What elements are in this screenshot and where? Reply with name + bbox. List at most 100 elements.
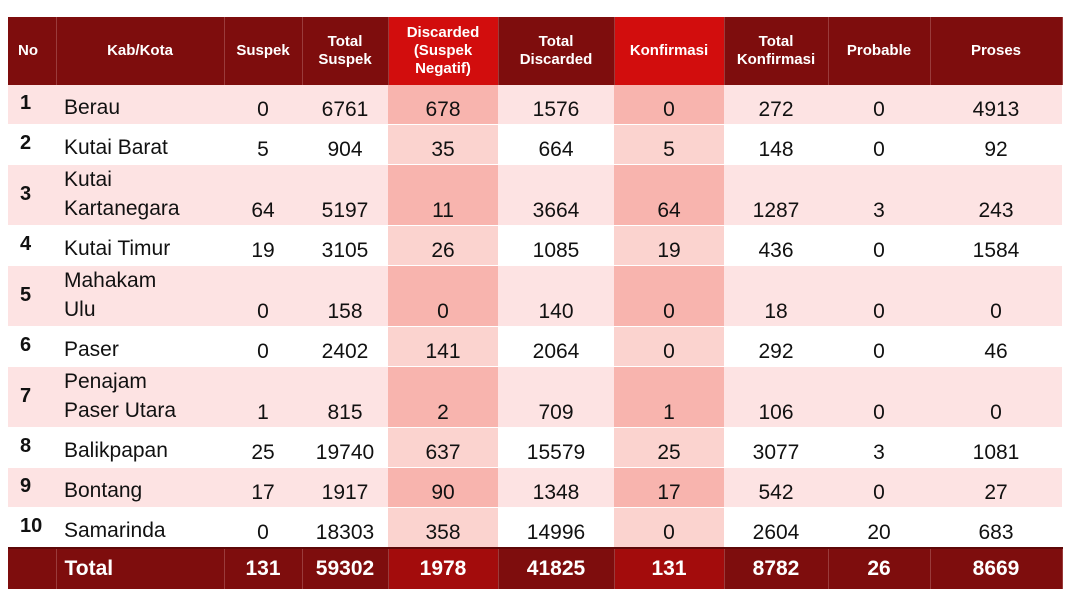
covid-data-table: No Kab/Kota Suspek Total Suspek Discarded (Sus…: [8, 17, 1063, 589]
row-name: Mahakam Ulu: [56, 265, 224, 327]
row-name: Berau: [56, 85, 224, 125]
cell-suspek: 17: [224, 467, 302, 508]
cell-total-discarded: 1576: [498, 85, 614, 125]
table-row: 1 Berau 0 6761 678 1576 0 272 0 4913: [8, 85, 1062, 125]
cell-konfirmasi: 25: [614, 427, 724, 468]
cell-total-suspek: 815: [302, 366, 388, 428]
cell-total-discarded: 15579: [498, 427, 614, 468]
header-proses: Proses: [930, 17, 1063, 85]
cell-konfirmasi: 0: [614, 85, 724, 125]
row-name-line: Kartanegara: [64, 197, 180, 220]
cell-total-suspek: 1917: [302, 467, 388, 508]
header-line: Konfirmasi: [736, 51, 816, 68]
row-name: Balikpapan: [56, 427, 224, 468]
cell-probable: 3: [828, 427, 930, 468]
table-row: 6 Paser 0 2402 141 2064 0 292 0 46: [8, 326, 1062, 367]
row-name-line: Kutai: [64, 168, 112, 191]
cell-total-konfirmasi: 3077: [724, 427, 828, 468]
row-number: 3: [8, 164, 56, 226]
total-discarded: 1978: [388, 547, 499, 589]
table-body: 1 Berau 0 6761 678 1576 0 272 0 4913 2 Kutai Barat 5…: [8, 85, 1062, 549]
cell-total-konfirmasi: 1287: [724, 164, 828, 226]
header-line: Suspek: [236, 42, 290, 59]
row-name-line: Kutai Barat: [64, 136, 168, 159]
row-name-line: Kutai Timur: [64, 237, 171, 260]
total-spacer: [8, 547, 57, 589]
cell-discarded: 141: [388, 326, 498, 367]
cell-total-suspek: 6761: [302, 85, 388, 125]
row-name-line: Ulu: [64, 298, 96, 321]
cell-total-discarded: 140: [498, 265, 614, 327]
cell-total-konfirmasi: 436: [724, 225, 828, 266]
cell-proses: 1584: [930, 225, 1062, 266]
cell-proses: 0: [930, 265, 1062, 327]
total-konfirmasi: 131: [614, 547, 725, 589]
header-line: (Suspek: [413, 42, 473, 59]
cell-suspek: 25: [224, 427, 302, 468]
cell-discarded: 35: [388, 124, 498, 165]
row-name: Samarinda: [56, 507, 224, 549]
cell-total-discarded: 3664: [498, 164, 614, 226]
cell-suspek: 0: [224, 507, 302, 549]
cell-total-suspek: 158: [302, 265, 388, 327]
row-name: Penajam Paser Utara: [56, 366, 224, 428]
table-row: 2 Kutai Barat 5 904 35 664 5 148 0 92: [8, 124, 1062, 165]
cell-discarded: 637: [388, 427, 498, 468]
row-name-line: Bontang: [64, 479, 143, 502]
cell-proses: 27: [930, 467, 1062, 508]
header-no: No: [8, 17, 57, 85]
table-footer: Total 131 59302 1978 41825 131 8782 26 8669: [8, 547, 1063, 589]
cell-discarded: 358: [388, 507, 498, 549]
cell-suspek: 19: [224, 225, 302, 266]
table-row: 3 Kutai Kartanegara 64 5197 11 3664 64 1287 3 243: [8, 164, 1062, 226]
cell-total-suspek: 2402: [302, 326, 388, 367]
cell-probable: 0: [828, 225, 930, 266]
cell-proses: 683: [930, 507, 1062, 549]
cell-total-konfirmasi: 18: [724, 265, 828, 327]
cell-discarded: 678: [388, 85, 498, 125]
cell-discarded: 26: [388, 225, 498, 266]
cell-discarded: 90: [388, 467, 498, 508]
cell-total-konfirmasi: 148: [724, 124, 828, 165]
row-number: 1: [8, 85, 56, 125]
row-name-line: Berau: [64, 96, 121, 119]
cell-probable: 0: [828, 366, 930, 428]
header-line: Proses: [970, 42, 1022, 59]
row-name: Bontang: [56, 467, 224, 508]
table-row: 5 Mahakam Ulu 0 158 0 140 0 18 0 0: [8, 265, 1062, 327]
cell-discarded: 2: [388, 366, 498, 428]
cell-total-konfirmasi: 542: [724, 467, 828, 508]
total-total-suspek: 59302: [302, 547, 389, 589]
cell-suspek: 0: [224, 85, 302, 125]
cell-proses: 92: [930, 124, 1062, 165]
row-name-line: Paser: [64, 338, 119, 361]
header-line: Total: [758, 33, 794, 50]
cell-probable: 3: [828, 164, 930, 226]
cell-proses: 1081: [930, 427, 1062, 468]
row-name-line: Mahakam: [64, 269, 157, 292]
cell-konfirmasi: 19: [614, 225, 724, 266]
header-line: Total: [327, 33, 363, 50]
row-name-line: Paser Utara: [64, 399, 177, 422]
cell-proses: 0: [930, 366, 1062, 428]
header-line: Discarded: [519, 51, 593, 68]
header-kab-kota: Kab/Kota: [56, 17, 225, 85]
row-name: Kutai Barat: [56, 124, 224, 165]
row-name-line: Balikpapan: [64, 439, 168, 462]
cell-total-discarded: 1085: [498, 225, 614, 266]
cell-total-suspek: 19740: [302, 427, 388, 468]
cell-probable: 0: [828, 124, 930, 165]
header-probable: Probable: [828, 17, 931, 85]
cell-suspek: 0: [224, 326, 302, 367]
cell-konfirmasi: 0: [614, 507, 724, 549]
cell-proses: 243: [930, 164, 1062, 226]
table-row: 9 Bontang 17 1917 90 1348 17 542 0 27: [8, 467, 1062, 508]
header-line: Probable: [846, 42, 912, 59]
cell-suspek: 0: [224, 265, 302, 327]
header-line: Negatif): [415, 60, 471, 77]
row-name-line: Samarinda: [64, 519, 166, 542]
header-line: Kab/Kota: [107, 42, 173, 59]
row-number: 6: [8, 326, 56, 367]
cell-probable: 0: [828, 467, 930, 508]
cell-proses: 46: [930, 326, 1062, 367]
